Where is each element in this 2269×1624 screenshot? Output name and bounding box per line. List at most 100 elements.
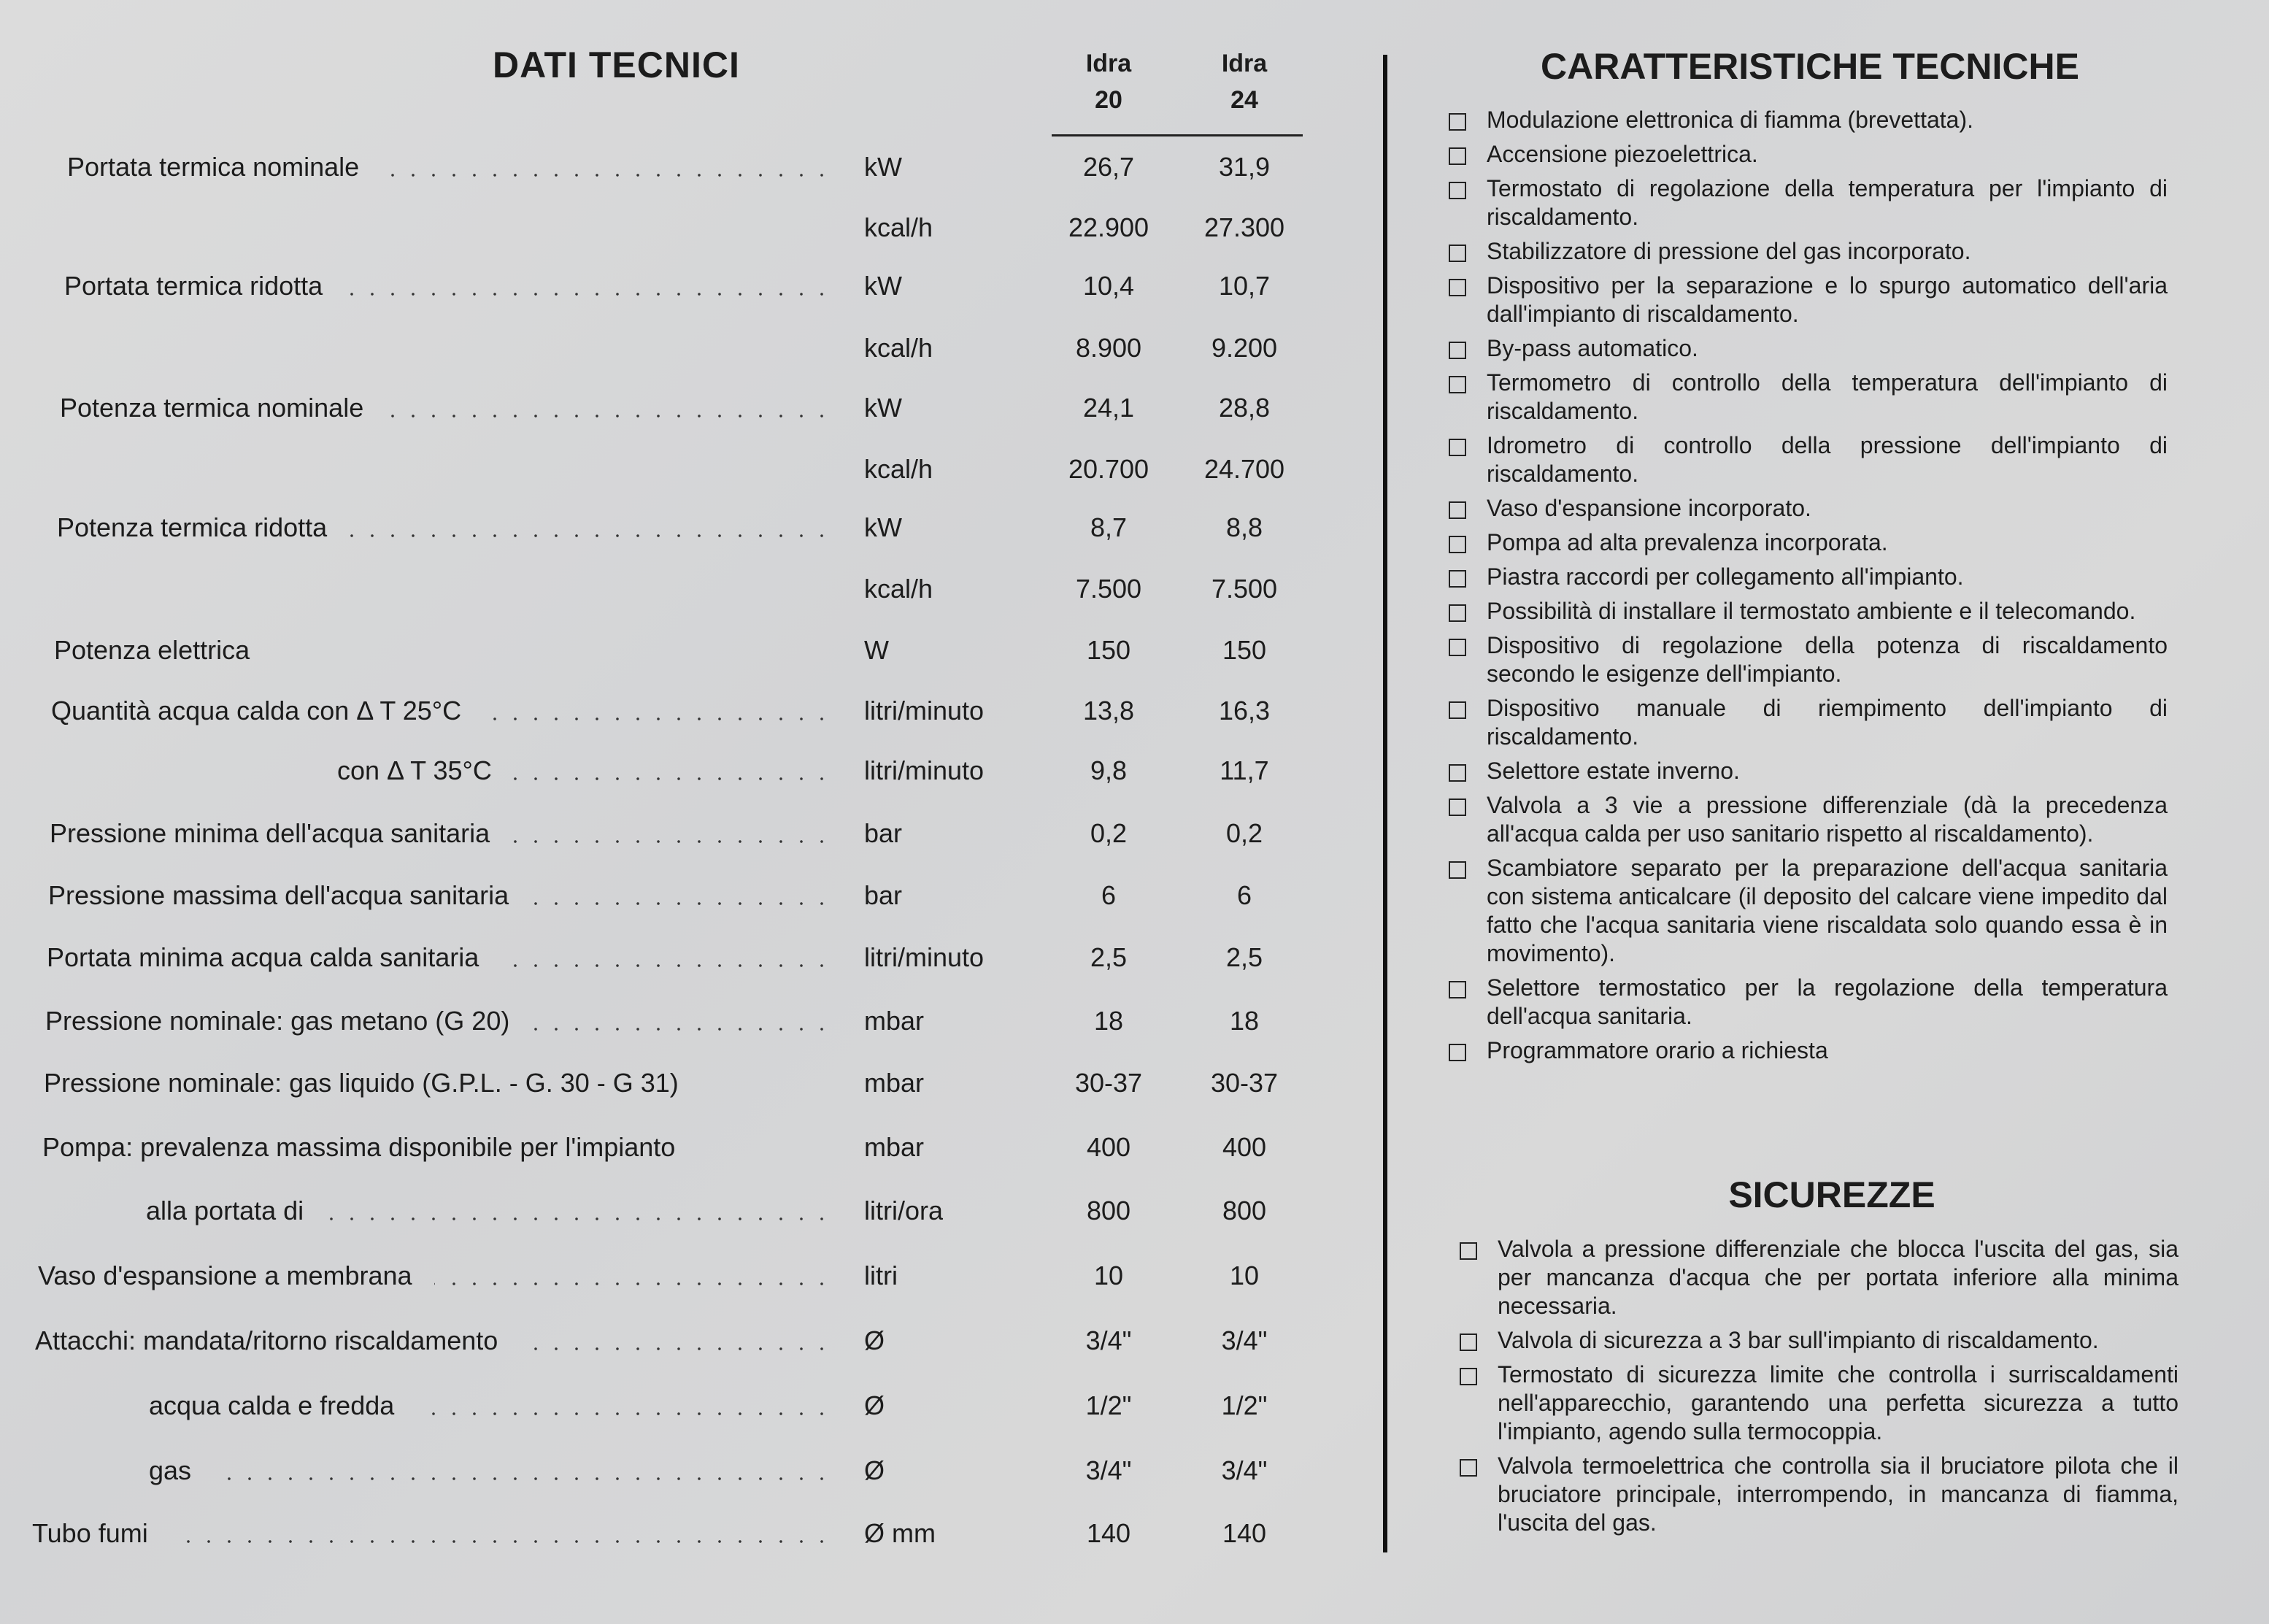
checkbox-square-icon — [1449, 501, 1466, 519]
row-unit: Ø — [864, 1455, 885, 1485]
table-row: Pompa: prevalenza massima disponibile pe… — [0, 1126, 1372, 1170]
table-row: con Δ T 35°C litri/minuto 9,8 11,7 — [0, 750, 1372, 793]
table-row: kcal/h 7.500 7.500 — [0, 568, 1372, 612]
row-label: Quantità acqua calda con Δ T 25°C — [51, 696, 462, 726]
list-item: Piastra raccordi per collegamento all'im… — [1449, 563, 2168, 591]
table-row: Portata termica nominale kW 26,7 31,9 — [0, 146, 1372, 190]
table-row: kcal/h 8.900 9.200 — [0, 327, 1372, 371]
row-unit: litri/minuto — [864, 696, 985, 726]
dot-leader — [531, 902, 832, 905]
checkbox-square-icon — [1449, 981, 1466, 998]
checkbox-square-icon — [1449, 604, 1466, 622]
list-item: Selettore estate inverno. — [1449, 757, 2168, 785]
list-item-text: Pompa ad alta prevalenza incorporata. — [1487, 529, 1888, 555]
list-item-text: Dispositivo di regolazione della potenza… — [1487, 632, 2168, 687]
row-unit: mbar — [864, 1132, 925, 1162]
value-idra-20: 9,8 — [1090, 755, 1128, 785]
table-row: kcal/h 20.700 24.700 — [0, 448, 1372, 492]
list-item-text: Stabilizzatore di pressione del gas inco… — [1487, 238, 1971, 264]
list-item-text: Valvola di sicurezza a 3 bar sull'impian… — [1498, 1327, 2099, 1353]
checkbox-square-icon — [1449, 147, 1466, 165]
row-label: Portata termica ridotta — [64, 271, 323, 301]
value-idra-24: 7.500 — [1211, 574, 1278, 604]
row-unit: mbar — [864, 1068, 925, 1098]
row-unit: kcal/h — [864, 574, 933, 604]
value-idra-24: 28,8 — [1218, 393, 1271, 423]
list-item: Pompa ad alta prevalenza incorporata. — [1449, 528, 2168, 557]
list-item: Dispositivo di regolazione della potenza… — [1449, 631, 2168, 688]
list-item-text: Selettore estate inverno. — [1487, 758, 1740, 784]
value-idra-20: 2,5 — [1090, 942, 1128, 972]
value-idra-20: 20.700 — [1068, 454, 1149, 484]
row-label: Pompa: prevalenza massima disponibile pe… — [42, 1132, 676, 1162]
row-unit: litri/minuto — [864, 755, 985, 785]
list-item-text: Dispositivo per la separazione e lo spur… — [1487, 272, 2168, 327]
value-idra-24: 150 — [1222, 635, 1267, 665]
row-unit: W — [864, 635, 889, 665]
value-idra-24: 10 — [1229, 1261, 1260, 1290]
row-unit: kW — [864, 393, 902, 423]
value-idra-24: 9.200 — [1211, 333, 1278, 363]
checkbox-square-icon — [1449, 861, 1466, 879]
row-unit: kW — [864, 152, 902, 182]
table-row: Portata minima acqua calda sanitaria litr… — [0, 936, 1372, 980]
row-label: Portata minima acqua calda sanitaria — [47, 942, 479, 972]
value-idra-24: 800 — [1222, 1196, 1267, 1225]
list-item: Idrometro di controllo della pressione d… — [1449, 431, 2168, 488]
table-row: kcal/h 22.900 27.300 — [0, 207, 1372, 250]
row-label: Potenza termica nominale — [60, 393, 364, 423]
table-row: acqua calda e fredda Ø 1/2" 1/2" — [0, 1385, 1372, 1428]
list-item-text: Termometro di controllo della temperatur… — [1487, 369, 2168, 424]
dot-leader — [385, 415, 832, 417]
value-idra-24: 0,2 — [1225, 818, 1263, 848]
row-unit: kcal/h — [864, 333, 933, 363]
row-unit: kcal/h — [864, 454, 933, 484]
table-row: Attacchi: mandata/ritorno riscaldamento Ø… — [0, 1320, 1372, 1363]
row-label: Pressione minima dell'acqua sanitaria — [50, 818, 490, 848]
row-label: gas — [149, 1455, 192, 1485]
value-idra-24: 31,9 — [1218, 152, 1271, 182]
dot-leader — [381, 174, 832, 177]
list-item-text: Dispositivo manuale di riempimento dell'… — [1487, 695, 2168, 750]
dot-leader — [501, 964, 832, 967]
row-unit: litri/minuto — [864, 942, 985, 972]
row-label: Potenza termica ridotta — [57, 512, 328, 542]
list-item: Termometro di controllo della temperatur… — [1449, 369, 2168, 426]
value-idra-24: 24.700 — [1203, 454, 1285, 484]
value-idra-24: 3/4" — [1221, 1325, 1268, 1355]
checkbox-square-icon — [1449, 376, 1466, 393]
column-header-line1: Idra — [1221, 50, 1268, 77]
row-unit: Ø — [864, 1325, 885, 1355]
checkbox-square-icon — [1449, 342, 1466, 359]
list-item-text: By-pass automatico. — [1487, 335, 1698, 361]
row-label: Pressione nominale: gas metano (G 20) — [45, 1006, 510, 1036]
row-unit: kW — [864, 512, 902, 542]
checkbox-square-icon — [1460, 1368, 1477, 1385]
list-item-text: Termostato di sicurezza limite che contr… — [1498, 1361, 2179, 1444]
value-idra-20: 140 — [1086, 1518, 1131, 1548]
checkbox-square-icon — [1449, 182, 1466, 199]
list-item-text: Accensione piezoelettrica. — [1487, 141, 1758, 167]
dati-tecnici-title: DATI TECNICI — [493, 45, 740, 85]
list-item: Valvola a pressione differenziale che bl… — [1460, 1235, 2179, 1320]
value-idra-24: 11,7 — [1220, 755, 1269, 785]
checkbox-square-icon — [1449, 439, 1466, 456]
value-idra-20: 13,8 — [1082, 696, 1135, 726]
value-idra-20: 18 — [1093, 1006, 1124, 1036]
value-idra-24: 1/2" — [1221, 1390, 1268, 1420]
list-item: Accensione piezoelettrica. — [1449, 140, 2168, 169]
checkbox-square-icon — [1449, 245, 1466, 262]
row-label: acqua calda e fredda — [149, 1390, 395, 1420]
value-idra-20: 10,4 — [1082, 271, 1135, 301]
list-item-text: Valvola a pressione differenziale che bl… — [1498, 1236, 2179, 1319]
table-row: Quantità acqua calda con Δ T 25°C litri/m… — [0, 690, 1372, 734]
value-idra-20: 24,1 — [1082, 393, 1135, 423]
column-header-line1: Idra — [1085, 50, 1132, 77]
row-unit: kW — [864, 271, 902, 301]
row-unit: bar — [864, 880, 903, 910]
list-item-text: Valvola a 3 vie a pressione differenzial… — [1487, 792, 2168, 847]
value-idra-20: 3/4" — [1085, 1455, 1132, 1485]
table-row: Pressione minima dell'acqua sanitaria bar… — [0, 812, 1372, 856]
sicurezze-list: Valvola a pressione differenziale che bl… — [1460, 1235, 2179, 1543]
column-header-idra-24: Idra 24 — [1186, 45, 1303, 118]
